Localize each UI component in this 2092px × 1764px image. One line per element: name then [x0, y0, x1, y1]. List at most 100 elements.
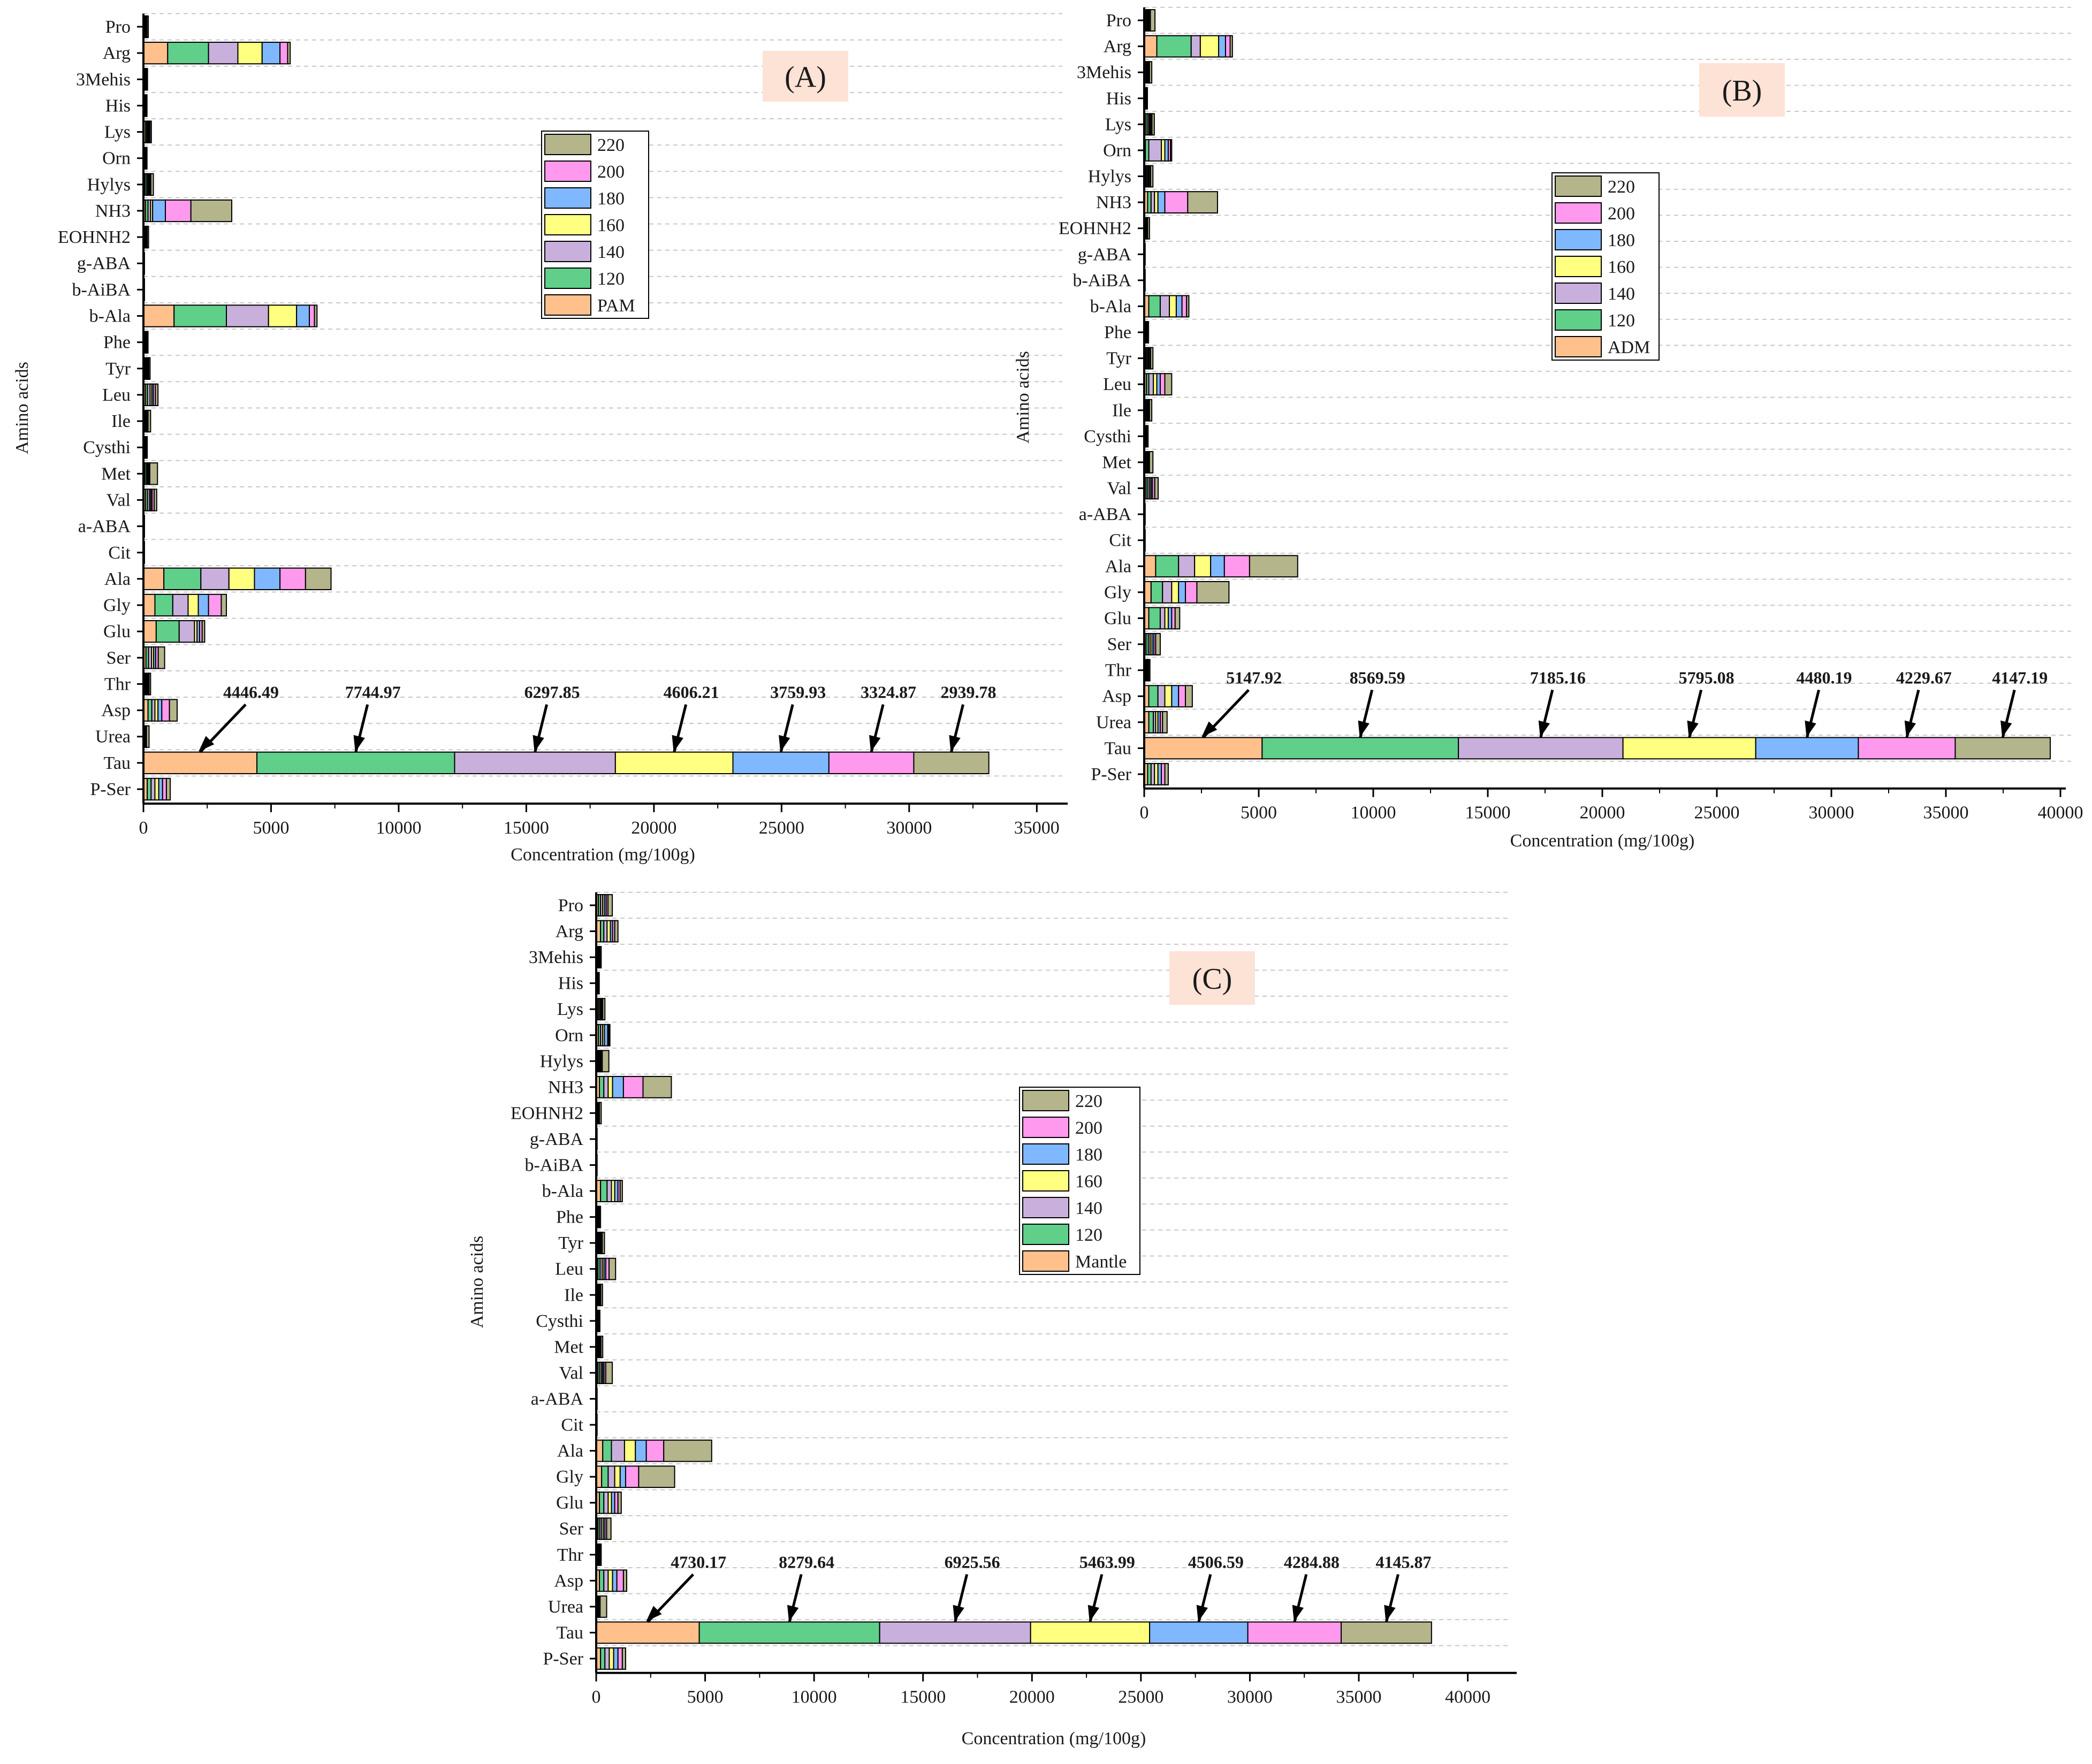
bar-ala-180	[1210, 555, 1225, 578]
bar-glu-pam	[143, 620, 157, 643]
category-label: Phe	[556, 1208, 583, 1227]
bar-ala-220	[1249, 555, 1298, 578]
bar-3mehis-220	[599, 946, 602, 969]
x-tick-label: 10000	[376, 818, 421, 838]
bar-urea-120	[1148, 711, 1154, 734]
legend-label: 220	[1075, 1091, 1102, 1111]
bar-asp-220	[622, 1569, 627, 1592]
legend: 220 200 180 160 140 120 Mantle	[1019, 1087, 1140, 1275]
bar-phe-220	[146, 331, 149, 354]
legend-swatch	[544, 161, 591, 182]
bar-gly-160	[1171, 581, 1180, 604]
bar-urea-220	[146, 725, 150, 748]
bar-asp-160	[607, 1569, 613, 1592]
bar-orn-220	[1170, 139, 1173, 162]
x-tick-label: 35000	[1014, 818, 1060, 838]
category-label: Cit	[108, 543, 131, 563]
legend-label: 180	[597, 189, 625, 209]
bar-3mehis-220	[1148, 61, 1153, 84]
bar-phe-220	[599, 1205, 602, 1228]
x-tick-label: 25000	[1694, 803, 1740, 823]
bar-ser-220	[1155, 633, 1161, 655]
x-tick-label: 30000	[1809, 803, 1854, 823]
bar-b-ala-220	[1186, 295, 1190, 318]
tau-value-label: 2939.78	[941, 683, 996, 702]
bar-tau-180	[1755, 737, 1859, 760]
bar-nh3-200	[165, 199, 192, 223]
bar-gly-140	[172, 593, 189, 617]
bar-asp-160	[1164, 685, 1173, 708]
legend-swatch	[1555, 175, 1602, 197]
category-label: Tyr	[558, 1233, 583, 1253]
bar-asp-140	[1157, 685, 1166, 708]
annotation-arrowhead	[1687, 720, 1699, 738]
legend-label: 200	[597, 162, 625, 182]
annotation-arrowhead	[953, 1605, 964, 1622]
bar-tyr-220	[148, 357, 151, 380]
legend-swatch	[1022, 1117, 1069, 1138]
legend-swatch	[544, 294, 591, 316]
bar-tau-180	[1149, 1621, 1249, 1644]
bar-tau-120	[698, 1621, 880, 1644]
bar-gly-220	[1196, 581, 1230, 604]
bar-ile-220	[147, 409, 151, 433]
legend-label: 140	[597, 242, 625, 262]
category-label: Arg	[103, 43, 131, 63]
category-label: Ile	[111, 411, 131, 431]
category-label: Asp	[1102, 686, 1131, 706]
bar-gly-120	[154, 593, 173, 617]
legend-swatch	[544, 268, 591, 289]
legend-label: ADM	[1608, 338, 1650, 357]
category-label: Lys	[557, 999, 583, 1019]
bar-nh3-220	[642, 1075, 672, 1098]
bar-gly-180	[619, 1465, 626, 1488]
category-label: Cysthi	[1084, 426, 1131, 446]
category-label: Gly	[1104, 583, 1131, 602]
bar-arg-120	[1156, 35, 1192, 58]
category-label: EOHNH2	[1059, 219, 1131, 239]
bar-asp-200	[616, 1569, 624, 1592]
category-label: Gly	[103, 595, 131, 615]
category-label: Hylys	[540, 1051, 583, 1071]
legend-label: 140	[1075, 1198, 1102, 1218]
category-label: Pro	[558, 896, 583, 915]
bar-hylys-220	[602, 1050, 610, 1073]
bar-asp-200	[161, 699, 170, 722]
annotation-arrowhead	[1538, 720, 1550, 738]
bar-gly-160	[187, 593, 199, 617]
tau-value-label: 6297.85	[524, 683, 580, 702]
x-tick-label: 5000	[253, 818, 289, 838]
annotation-arrowhead	[1358, 720, 1370, 738]
bar-gly-120	[1150, 581, 1163, 604]
chart-panel-c: P-Ser Tau Urea Asp Thr Ser Glu Gly Ala Cit a-ABA Va…	[467, 891, 1517, 1748]
bar-asp-200	[1178, 685, 1186, 708]
category-label: b-Ala	[542, 1181, 583, 1201]
bar-p-ser-140	[150, 777, 156, 801]
annotation-arrowhead	[646, 1606, 662, 1622]
bar-pro-220	[146, 15, 149, 39]
bar-b-ala-180	[1175, 295, 1183, 318]
bar-glu-120	[155, 620, 180, 643]
bar-arg-140	[208, 41, 239, 65]
bar-hylys-220	[1150, 165, 1154, 188]
category-label: Gly	[556, 1467, 583, 1487]
category-label: g-ABA	[1078, 245, 1132, 264]
bar-tau-200	[1858, 737, 1956, 760]
legend-swatch	[1555, 282, 1602, 304]
tau-value-label: 3324.87	[861, 683, 916, 702]
category-label: a-ABA	[531, 1389, 584, 1409]
bar-asp-180	[1171, 685, 1180, 708]
annotation-arrowhead	[1087, 1605, 1100, 1622]
bar-b-ala-120	[600, 1180, 608, 1202]
bar-met-220	[600, 1335, 604, 1358]
bar-gly-140	[1162, 581, 1173, 604]
category-label: Tyr	[1106, 349, 1131, 369]
category-label: Ile	[564, 1285, 583, 1305]
x-axis-title: Concentration (mg/100g)	[962, 1729, 1146, 1748]
bar-arg-220	[614, 920, 619, 943]
bar-b-ala-220	[314, 304, 318, 327]
category-label: Cit	[1109, 531, 1131, 551]
legend-swatch	[1022, 1197, 1069, 1218]
category-label: Ala	[104, 569, 131, 589]
legend-swatch	[1555, 256, 1602, 277]
